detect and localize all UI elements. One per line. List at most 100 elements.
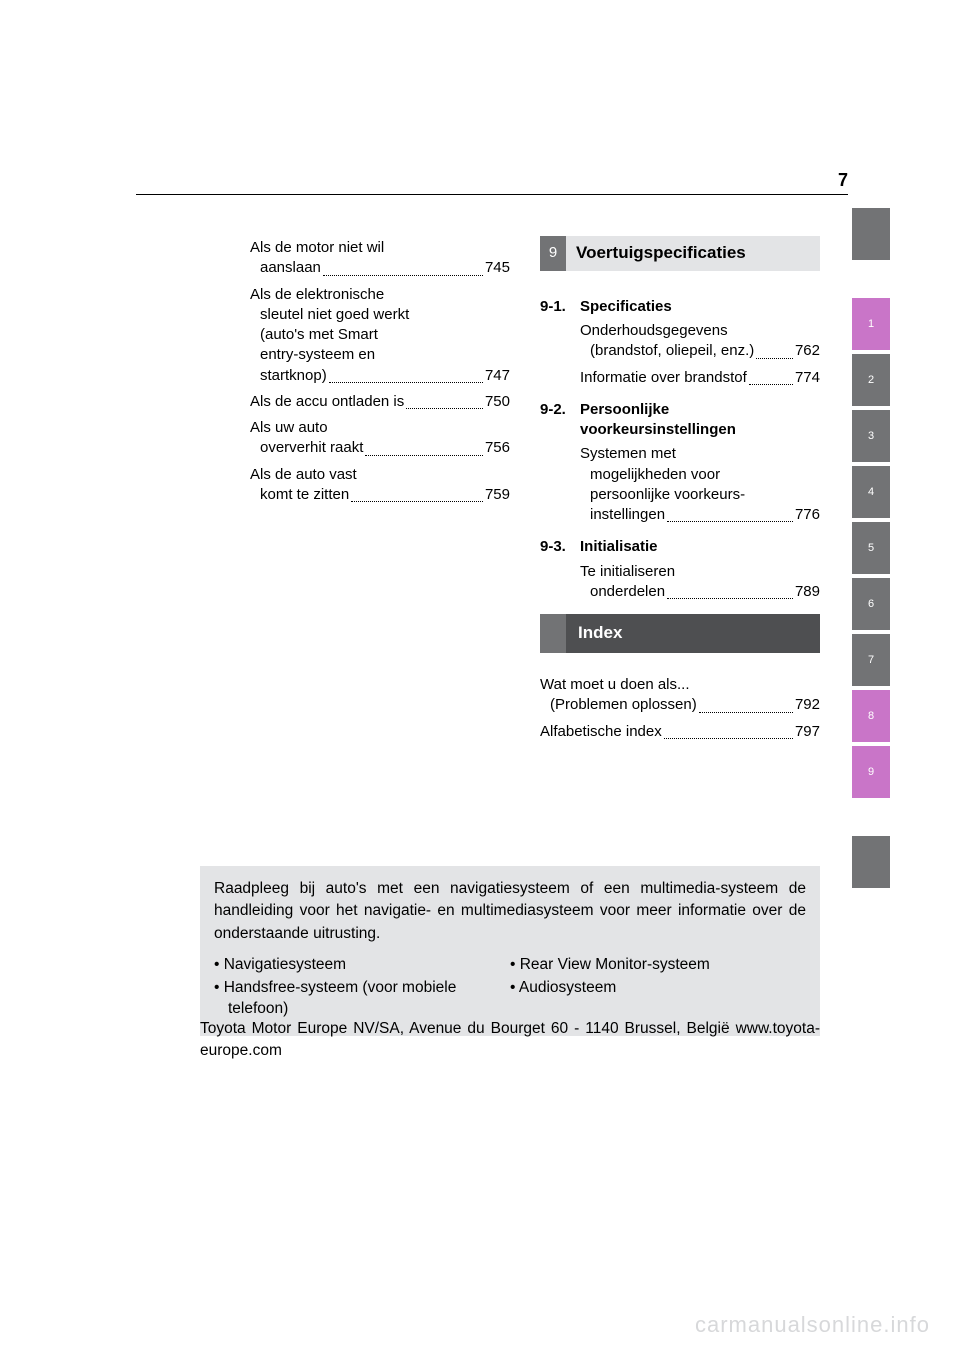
side-tabs: 1 2 3 4 5 6 7 8 9	[852, 208, 890, 892]
toc-entry: Systemen met mogelijkheden voor persoonl…	[580, 444, 820, 525]
toc-label-line: Als de auto vast	[250, 465, 510, 485]
toc-page: 774	[795, 368, 820, 388]
info-box-right-list: • Rear View Monitor-systeem • Audiosyste…	[510, 955, 806, 1022]
section-number: 9-3.	[540, 537, 580, 557]
toc-label-line: persoonlijke voorkeurs-	[580, 485, 820, 505]
section-heading: 9-3. Initialisatie	[540, 537, 820, 557]
list-item-text: Audiosysteem	[519, 979, 616, 996]
section-number: 9-2.	[540, 400, 580, 441]
toc-page: 745	[485, 258, 510, 278]
toc-entry: Informatie over brandstof 774	[580, 368, 820, 388]
toc-leader-dots	[699, 712, 793, 713]
section-title-line: voorkeursinstellingen	[580, 421, 736, 438]
toc-label-line: Onderhoudsgegevens	[580, 321, 820, 341]
index-stub	[540, 614, 566, 653]
toc-leader-dots	[756, 358, 793, 359]
toc-label-line: Alfabetische index	[540, 722, 662, 742]
toc-entry: Als de accu ontladen is 750	[250, 392, 510, 412]
side-tab[interactable]	[852, 836, 890, 888]
tab-gap	[852, 264, 890, 298]
info-box-text: Raadpleeg bij auto's met een navigatiesy…	[214, 878, 806, 945]
toc-label-line: (brandstof, oliepeil, enz.)	[580, 341, 754, 361]
section-body: Systemen met mogelijkheden voor persoonl…	[580, 444, 820, 525]
chapter-title: Voertuigspecificaties	[566, 236, 820, 271]
tab-gap	[852, 802, 890, 836]
index-heading: Index	[540, 614, 820, 653]
list-item: • Navigatiesysteem	[214, 955, 510, 976]
section-number: 9-1.	[540, 297, 580, 317]
page-number: 7	[838, 168, 848, 192]
chapter-heading: 9 Voertuigspecificaties	[540, 236, 820, 271]
toc-entry: Wat moet u doen als... (Problemen oploss…	[540, 675, 820, 716]
list-item-text: Handsfree-systeem (voor mobiele telefoon…	[224, 979, 457, 1017]
toc-label-line: instellingen	[580, 505, 665, 525]
list-item: • Audiosysteem	[510, 978, 806, 999]
toc-label-line: komt te zitten	[250, 485, 349, 505]
side-tab[interactable]: 4	[852, 466, 890, 518]
toc-entry: Als uw auto oververhit raakt 756	[250, 418, 510, 459]
toc-page: 756	[485, 438, 510, 458]
toc-label-line: Als de elektronische	[250, 285, 510, 305]
toc-entry: Als de elektronische sleutel niet goed w…	[250, 285, 510, 386]
header-rule	[136, 194, 848, 195]
side-tab[interactable]	[852, 208, 890, 260]
toc-leader-dots	[667, 521, 793, 522]
toc-page: 776	[795, 505, 820, 525]
toc-label-line: aanslaan	[250, 258, 321, 278]
toc-entry: Onderhoudsgegevens (brandstof, oliepeil,…	[580, 321, 820, 362]
toc-label-line: (auto's met Smart	[250, 325, 510, 345]
index-title: Index	[566, 614, 820, 653]
toc-label-line: sleutel niet goed werkt	[250, 305, 510, 325]
side-tab[interactable]: 8	[852, 690, 890, 742]
list-item: • Rear View Monitor-systeem	[510, 955, 806, 976]
toc-page: 762	[795, 341, 820, 361]
toc-label-line: entry-systeem en	[250, 345, 510, 365]
list-item-text: Rear View Monitor-systeem	[520, 956, 710, 973]
toc-page: 759	[485, 485, 510, 505]
toc-entry: Als de motor niet wil aanslaan 745	[250, 238, 510, 279]
toc-page: 747	[485, 366, 510, 386]
toc-label-line: Systemen met	[580, 444, 820, 464]
toc-label-line: Als uw auto	[250, 418, 510, 438]
toc-label-line: Informatie over brandstof	[580, 368, 747, 388]
toc-right-column: 9 Voertuigspecificaties 9-1. Specificati…	[540, 236, 820, 748]
toc-page: 789	[795, 582, 820, 602]
toc-entry: Te initialiseren onderdelen 789	[580, 562, 820, 603]
toc-leader-dots	[406, 408, 483, 409]
toc-leader-dots	[323, 275, 483, 276]
section-title-line: Persoonlijke	[580, 401, 669, 418]
toc-leader-dots	[365, 455, 483, 456]
section-title: Persoonlijke voorkeursinstellingen	[580, 400, 820, 441]
info-box-left-list: • Navigatiesysteem • Handsfree-systeem (…	[214, 955, 510, 1022]
side-tab[interactable]: 7	[852, 634, 890, 686]
toc-label-line: Als de accu ontladen is	[250, 392, 404, 412]
side-tab[interactable]: 9	[852, 746, 890, 798]
toc-leader-dots	[667, 598, 793, 599]
side-tab[interactable]: 5	[852, 522, 890, 574]
toc-leader-dots	[329, 382, 483, 383]
watermark: carmanualsonline.info	[695, 1310, 930, 1340]
info-box: Raadpleeg bij auto's met een navigatiesy…	[200, 866, 820, 1036]
section-heading: 9-2. Persoonlijke voorkeursinstellingen	[540, 400, 820, 441]
toc-label-line: onderdelen	[580, 582, 665, 602]
list-item-text: Navigatiesysteem	[224, 956, 346, 973]
side-tab[interactable]: 1	[852, 298, 890, 350]
section-heading: 9-1. Specificaties	[540, 297, 820, 317]
side-tab[interactable]: 6	[852, 578, 890, 630]
chapter-number: 9	[540, 236, 566, 271]
section-title: Specificaties	[580, 297, 820, 317]
toc-label-line: Als de motor niet wil	[250, 238, 510, 258]
toc-left-column: Als de motor niet wil aanslaan 745 Als d…	[250, 238, 510, 511]
section-body: Onderhoudsgegevens (brandstof, oliepeil,…	[580, 321, 820, 388]
toc-label-line: Wat moet u doen als...	[540, 675, 820, 695]
info-box-columns: • Navigatiesysteem • Handsfree-systeem (…	[214, 955, 806, 1022]
toc-leader-dots	[664, 738, 793, 739]
toc-label-line: Te initialiseren	[580, 562, 820, 582]
side-tab[interactable]: 3	[852, 410, 890, 462]
toc-page: 792	[795, 695, 820, 715]
toc-page: 750	[485, 392, 510, 412]
list-item: • Handsfree-systeem (voor mobiele telefo…	[214, 978, 510, 1020]
toc-label-line: mogelijkheden voor	[580, 465, 820, 485]
side-tab[interactable]: 2	[852, 354, 890, 406]
toc-leader-dots	[749, 384, 793, 385]
